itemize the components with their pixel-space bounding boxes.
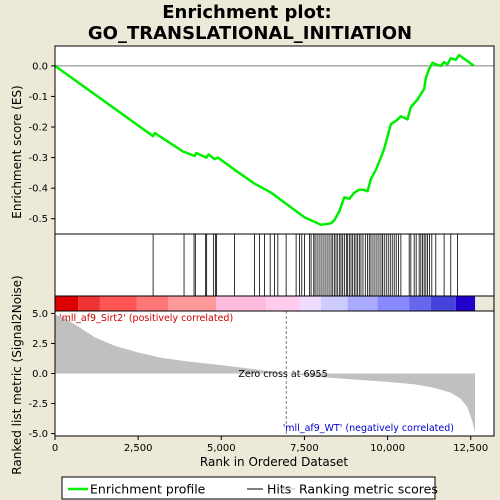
es-panel — [55, 46, 494, 234]
es-y-axis: 0.0 -0.1 -0.2 -0.3 -0.4 -0.5 — [28, 61, 55, 225]
metric-y-tick-label-1: 2.5 — [32, 339, 48, 350]
es-y-tick-label-2: -0.2 — [28, 123, 48, 134]
heatmap-segment-6 — [266, 296, 300, 311]
heatmap-segment-11 — [409, 296, 431, 311]
positive-correlation-label: 'mll_af9_Sirt2' (positively correlated) — [59, 313, 233, 324]
x-axis-label: Rank in Ordered Dataset — [200, 455, 348, 469]
x-tick-label-3: 7,500 — [290, 443, 319, 454]
rank-heatmap-bar — [55, 296, 476, 311]
heatmap-segment-1 — [78, 296, 100, 311]
enrichment-profile-line — [54, 53, 475, 227]
heatmap-segment-5 — [216, 296, 267, 311]
heatmap-segment-2 — [99, 296, 137, 311]
plot-frame — [54, 45, 495, 437]
es-y-tick-label-0: 0.0 — [32, 61, 48, 72]
heatmap-segment-8 — [321, 296, 348, 311]
enrichment-profile-polyline — [54, 53, 475, 227]
x-tick-label-4: 10,000 — [370, 443, 405, 454]
heatmap-segment-7 — [299, 296, 322, 311]
heatmap-segment-12 — [430, 296, 456, 311]
legend-label-2: Ranking metric scores — [299, 482, 438, 497]
x-tick-label-5: 12,500 — [453, 443, 488, 454]
metric-y-axis: 5.0 2.5 0.0 -2.5 -5.0 — [28, 309, 55, 440]
metric-y-tick-label-3: -2.5 — [28, 399, 48, 410]
metric-y-tick-label-2: 0.0 — [32, 369, 48, 380]
ranking-metric-fill — [55, 314, 475, 433]
metric-y-axis-label: Ranked list metric (Signal2Noise) — [10, 275, 24, 474]
es-y-tick-label-3: -0.3 — [28, 153, 48, 164]
ranking-metric-area — [55, 314, 475, 433]
heatmap-segment-3 — [136, 296, 169, 311]
heatmap-segment-0 — [55, 296, 79, 311]
heatmap-segment-9 — [347, 296, 378, 311]
heatmap-segment-10 — [377, 296, 410, 311]
chart-title-line1: Enrichment plot: — [162, 2, 332, 23]
es-y-tick-label-5: -0.5 — [28, 214, 48, 225]
chart-title-line2: GO_TRANSLATIONAL_INITIATION — [88, 23, 412, 44]
x-tick-label-0: 0 — [52, 443, 58, 454]
es-y-tick-label-4: -0.4 — [28, 184, 48, 195]
legend-box — [61, 476, 436, 500]
zero-cross-label: Zero cross at 6955 — [238, 369, 327, 380]
negative-correlation-label: 'mll_af9_WT' (negatively correlated) — [283, 423, 454, 434]
x-tick-label-2: 5,000 — [207, 443, 236, 454]
x-axis: 0 2,500 5,000 7,500 10,000 12,500 — [52, 436, 488, 454]
x-tick-label-1: 2,500 — [124, 443, 153, 454]
es-y-tick-label-1: -0.1 — [28, 92, 48, 103]
legend-label-0: Enrichment profile — [90, 482, 206, 497]
hit-marks — [152, 234, 458, 296]
heatmap-segment-13 — [455, 296, 476, 311]
legend: Enrichment profile Hits Ranking metric sco… — [68, 482, 438, 497]
heatmap-segment-4 — [168, 296, 217, 311]
metric-y-tick-label-0: 5.0 — [32, 309, 48, 320]
metric-y-tick-label-4: -5.0 — [28, 429, 48, 440]
es-y-axis-label: Enrichment score (ES) — [10, 85, 24, 218]
